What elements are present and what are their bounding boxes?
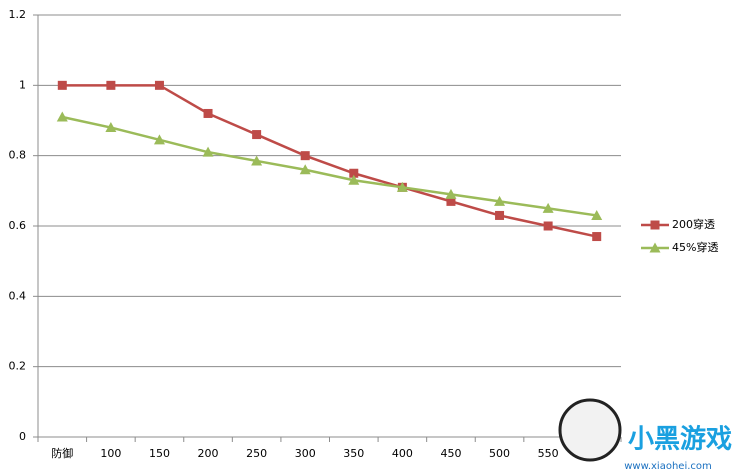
series-line [62,115,597,217]
data-point [592,232,602,242]
data-point [591,209,603,220]
y-tick-label: 1 [19,78,26,91]
x-tick-label: 150 [149,447,170,460]
watermark-brand: 小黑游戏 [628,425,732,455]
x-tick-label: 100 [100,447,121,460]
y-tick-label: 0.8 [9,149,27,162]
data-point [300,151,310,161]
series-line [62,84,597,238]
y-tick-label: 0.6 [9,219,27,232]
data-point [251,155,263,166]
data-point [543,221,553,231]
legend-label: 200穿透 [672,217,715,231]
x-tick-label: 300 [295,447,316,460]
data-point [445,188,457,199]
legend-marker [650,220,660,230]
x-tick-label: 防御 [51,446,73,460]
y-tick-label: 0 [19,430,26,443]
data-point [153,134,165,145]
data-point [154,80,164,90]
data-point [348,174,360,185]
y-tick-label: 0.4 [9,289,27,302]
data-point [446,196,456,206]
data-point [349,168,359,178]
data-point [495,210,505,220]
legend-marker [649,242,661,253]
data-point [494,195,506,206]
x-tick-label: 350 [343,447,364,460]
data-point [56,111,68,122]
watermark-url: www.xiaohei.com [624,461,712,472]
x-tick-label: 550 [538,447,559,460]
data-point [396,181,408,192]
watermark: 小黑游戏 www.xiaohei.com [558,398,732,472]
data-point [106,80,116,90]
x-tick-label: 450 [440,447,461,460]
x-tick-label: 400 [392,447,413,460]
x-tick-label: 200 [198,447,219,460]
watermark-logo [558,398,622,462]
data-point [57,80,67,90]
data-point [542,202,554,213]
data-point [203,108,213,118]
x-tick-label: 250 [246,447,267,460]
y-tick-label: 0.2 [9,360,27,373]
y-tick-label: 1.2 [9,8,27,21]
legend-label: 45%穿透 [672,240,718,254]
data-point [202,146,214,157]
data-point [105,122,117,133]
x-tick-label: 500 [489,447,510,460]
data-point [252,130,262,140]
data-point [299,164,311,175]
